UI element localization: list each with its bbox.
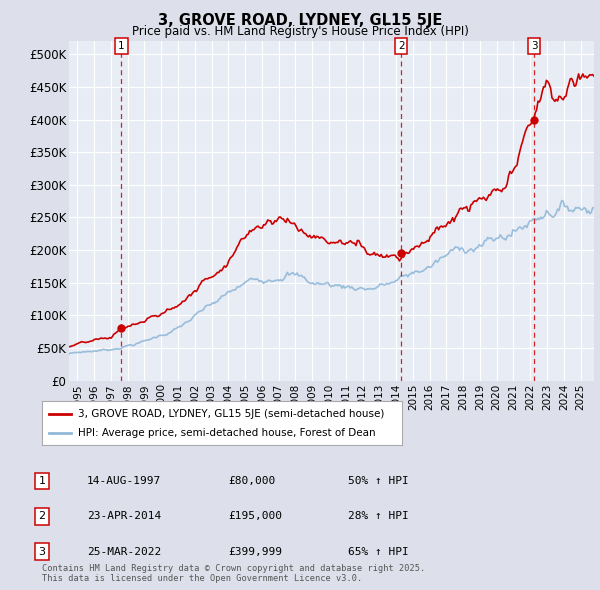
Text: 25-MAR-2022: 25-MAR-2022 [87,547,161,556]
Text: 2: 2 [398,41,404,51]
Text: 3, GROVE ROAD, LYDNEY, GL15 5JE: 3, GROVE ROAD, LYDNEY, GL15 5JE [158,13,442,28]
Text: 3: 3 [38,547,46,556]
Text: HPI: Average price, semi-detached house, Forest of Dean: HPI: Average price, semi-detached house,… [78,428,376,438]
Text: 2: 2 [38,512,46,521]
Text: 1: 1 [38,476,46,486]
Text: Price paid vs. HM Land Registry's House Price Index (HPI): Price paid vs. HM Land Registry's House … [131,25,469,38]
Text: 3: 3 [531,41,538,51]
Text: 1: 1 [118,41,125,51]
Text: 28% ↑ HPI: 28% ↑ HPI [348,512,409,521]
Text: £195,000: £195,000 [228,512,282,521]
Text: 50% ↑ HPI: 50% ↑ HPI [348,476,409,486]
Text: 3, GROVE ROAD, LYDNEY, GL15 5JE (semi-detached house): 3, GROVE ROAD, LYDNEY, GL15 5JE (semi-de… [78,409,385,418]
Text: 14-AUG-1997: 14-AUG-1997 [87,476,161,486]
Text: Contains HM Land Registry data © Crown copyright and database right 2025.
This d: Contains HM Land Registry data © Crown c… [42,563,425,583]
Text: 65% ↑ HPI: 65% ↑ HPI [348,547,409,556]
Text: £399,999: £399,999 [228,547,282,556]
Text: 23-APR-2014: 23-APR-2014 [87,512,161,521]
Text: £80,000: £80,000 [228,476,275,486]
